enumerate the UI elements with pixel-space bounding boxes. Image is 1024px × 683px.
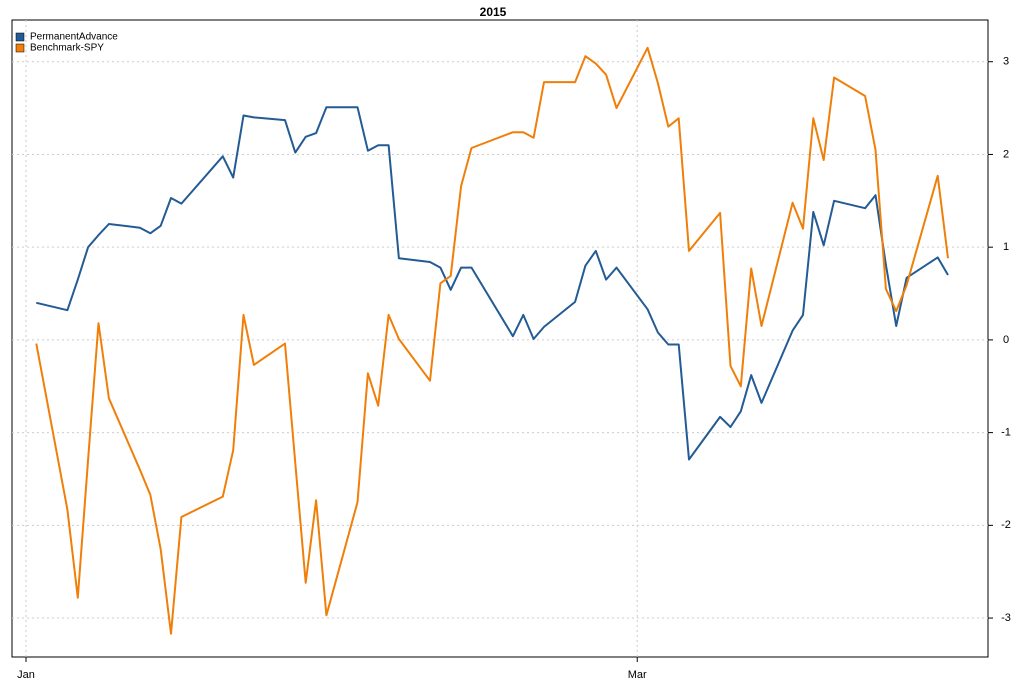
legend-label: Benchmark-SPY (30, 43, 104, 54)
x-tick-label: Jan (17, 669, 35, 681)
chart-title: 2015 (480, 5, 507, 19)
legend-swatch (15, 43, 25, 53)
y-tick-label: 0 (1003, 334, 1009, 346)
legend-label: PermanentAdvance (30, 32, 118, 43)
plot-frame (11, 19, 989, 658)
y-tick-label: -2 (1001, 519, 1011, 531)
y-tick-label: -3 (1001, 612, 1011, 624)
y-tick-label: -1 (1001, 427, 1011, 439)
y-tick-label: 1 (1003, 241, 1009, 253)
legend-swatch (15, 32, 25, 42)
y-tick-label: 3 (1003, 56, 1009, 68)
y-tick-label: 2 (1003, 148, 1009, 160)
x-tick-label: Mar (628, 669, 647, 681)
series-line (36, 106, 949, 461)
series-line (35, 46, 949, 635)
